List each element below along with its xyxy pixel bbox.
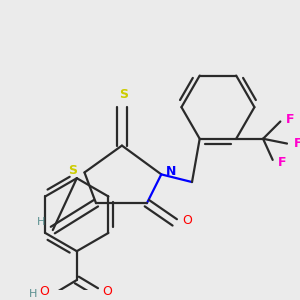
Text: O: O — [103, 285, 112, 298]
Text: H: H — [28, 290, 37, 299]
Text: O: O — [182, 214, 192, 227]
Text: F: F — [286, 113, 294, 126]
Text: S: S — [119, 88, 128, 101]
Text: S: S — [68, 164, 77, 177]
Text: F: F — [294, 137, 300, 150]
Text: O: O — [39, 285, 49, 298]
Text: H: H — [37, 218, 46, 227]
Text: N: N — [166, 165, 176, 178]
Text: F: F — [278, 156, 286, 169]
